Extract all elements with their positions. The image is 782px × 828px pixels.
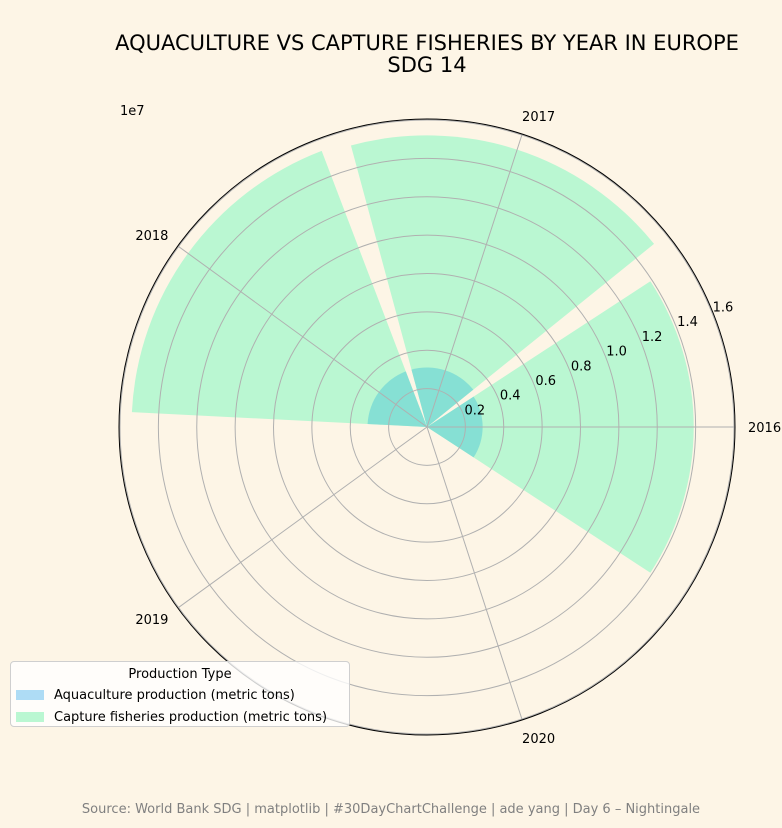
grid-spoke-2020	[426, 426, 523, 720]
radial-tick-label: 1.0	[606, 345, 627, 360]
labels-layer: 0.2 0.4 0.6 0.8 1.0 1.2 1.4 1.6 2016 2017 2018 2019…	[135, 110, 781, 747]
radial-tick-label: 0.4	[500, 389, 521, 404]
source-note: Source: World Bank SDG | matplotlib | #3…	[81, 802, 701, 817]
grid-layer	[118, 118, 736, 736]
bar-aquaculture-2018	[367, 371, 427, 427]
legend: Production Type Aquaculture production (…	[10, 661, 350, 727]
scale-multiplier-label: 1e7	[120, 104, 145, 119]
category-label-2017: 2017	[522, 110, 555, 125]
grid-spoke-2017	[426, 134, 523, 428]
bar-capture-2017	[350, 135, 655, 428]
category-label-2018: 2018	[135, 229, 168, 244]
chart-title-line2: SDG 14	[387, 53, 466, 77]
chart-title-line1: AQUACULTURE VS CAPTURE FISHERIES BY YEAR…	[115, 31, 739, 55]
radial-tick-label: 0.8	[571, 359, 592, 374]
category-label-2020: 2020	[522, 732, 555, 747]
legend-label-aquaculture: Aquaculture production (metric tons)	[54, 687, 295, 703]
radial-tick-label: 1.2	[642, 330, 663, 345]
legend-swatch-capture	[16, 712, 44, 722]
radial-tick-label: 0.6	[535, 374, 556, 389]
legend-item-aquaculture: Aquaculture production (metric tons)	[11, 684, 349, 706]
grid-spoke-2018	[178, 246, 428, 428]
legend-label-capture: Capture fisheries production (metric ton…	[54, 709, 328, 725]
radial-tick-label: 0.2	[464, 403, 485, 418]
category-label-2019: 2019	[135, 613, 168, 628]
radial-tick-label: 1.4	[677, 315, 698, 330]
bar-capture-2018	[131, 150, 427, 427]
bar-aquaculture-2017	[411, 367, 474, 427]
polar-frame	[118, 118, 736, 736]
legend-item-capture: Capture fisheries production (metric ton…	[11, 706, 349, 728]
radial-tick-label: 1.6	[713, 301, 734, 316]
category-label-2016: 2016	[748, 421, 781, 436]
legend-swatch-aquaculture	[16, 690, 44, 700]
legend-title: Production Type	[128, 667, 232, 682]
grid-spoke-2019	[178, 426, 428, 608]
